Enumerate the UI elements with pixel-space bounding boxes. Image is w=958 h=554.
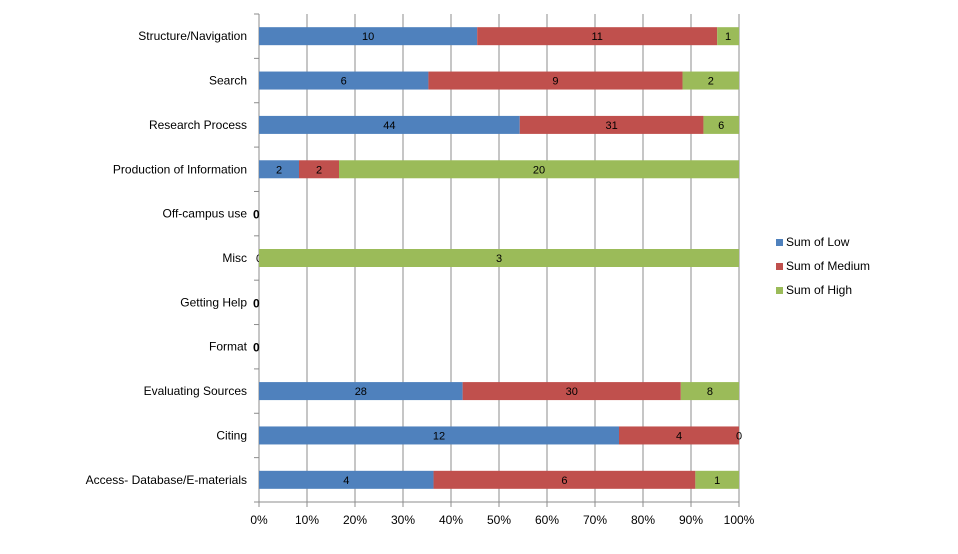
x-tick-label: 80%	[631, 513, 655, 527]
data-label: 12	[433, 430, 445, 442]
x-tick-label: 70%	[583, 513, 607, 527]
bar-segment	[695, 470, 739, 489]
category-label: Structure/Navigation	[138, 29, 247, 43]
legend-label: Sum of Low	[786, 235, 850, 249]
bar-segment	[259, 470, 434, 489]
bar-segment	[259, 71, 429, 90]
bar-segment	[259, 27, 478, 46]
data-label: 20	[533, 164, 545, 176]
bar-segment	[259, 249, 739, 267]
x-tick-label: 50%	[487, 513, 511, 527]
legend-label: Sum of High	[786, 283, 852, 297]
data-label: 4	[676, 430, 682, 442]
zero-value-label: 0	[253, 296, 260, 310]
category-label: Production of Information	[113, 162, 247, 176]
data-label: 6	[341, 76, 347, 88]
bar-segment	[299, 160, 339, 179]
data-label: 30	[566, 386, 578, 398]
legend-swatch	[776, 287, 783, 294]
bar-segment	[259, 426, 619, 445]
category-label: Research Process	[149, 118, 247, 132]
category-label: Search	[209, 74, 247, 88]
x-tick-label: 90%	[679, 513, 703, 527]
zero-value-label: 0	[253, 208, 260, 222]
x-tick-label: 10%	[295, 513, 319, 527]
data-label: 0	[736, 430, 742, 442]
bar-segment	[428, 71, 683, 90]
data-label: 9	[552, 76, 558, 88]
legend: Sum of Low Sum of Medium Sum of High	[776, 235, 870, 297]
category-label: Getting Help	[180, 295, 247, 309]
category-label: Citing	[216, 428, 247, 442]
bar-segment	[717, 27, 739, 46]
legend-swatch	[776, 263, 783, 270]
bar-segment	[462, 382, 681, 401]
bar-segment	[703, 115, 739, 134]
bar-segment	[259, 160, 299, 179]
category-label: Misc	[222, 251, 247, 265]
bar-segment	[682, 71, 739, 90]
data-label: 31	[605, 120, 617, 132]
category-label: Format	[209, 340, 248, 354]
x-tick-label: 0%	[250, 513, 268, 527]
data-label: 3	[496, 253, 502, 265]
data-label: 2	[276, 164, 282, 176]
x-tick-label: 40%	[439, 513, 463, 527]
bar-segment	[519, 115, 704, 134]
data-label: 2	[708, 76, 714, 88]
data-label: 2	[316, 164, 322, 176]
category-axis: 0% 10% 20% 30% 40% 50% 60% 70% 80% 90% 100%	[250, 13, 755, 527]
bar-segment	[433, 470, 696, 489]
data-label: 1	[725, 31, 731, 43]
category-label: Evaluating Sources	[144, 384, 247, 398]
x-tick-label: 100%	[724, 513, 755, 527]
category-label: Access- Database/E-materials	[86, 473, 247, 487]
data-label: 4	[343, 475, 349, 487]
bar-segment	[259, 115, 520, 134]
data-label: 6	[718, 120, 724, 132]
bar-segment	[680, 382, 739, 401]
data-label: 1	[714, 475, 720, 487]
data-label: 6	[561, 475, 567, 487]
data-label: 8	[707, 386, 713, 398]
data-label: 11	[591, 31, 602, 43]
bar-segment	[477, 27, 718, 46]
data-label: 10	[362, 31, 374, 43]
zero-value-label: 0	[253, 341, 260, 355]
legend-swatch	[776, 239, 783, 246]
bar-segment	[339, 160, 739, 179]
data-label: 28	[355, 386, 367, 398]
x-tick-label: 20%	[343, 513, 367, 527]
data-label: 44	[383, 120, 395, 132]
bar-segment	[619, 426, 739, 445]
x-tick-label: 30%	[391, 513, 415, 527]
category-label: Off-campus use	[163, 207, 248, 221]
bar-segment	[259, 382, 463, 401]
legend-label: Sum of Medium	[786, 259, 870, 273]
x-tick-label: 60%	[535, 513, 559, 527]
